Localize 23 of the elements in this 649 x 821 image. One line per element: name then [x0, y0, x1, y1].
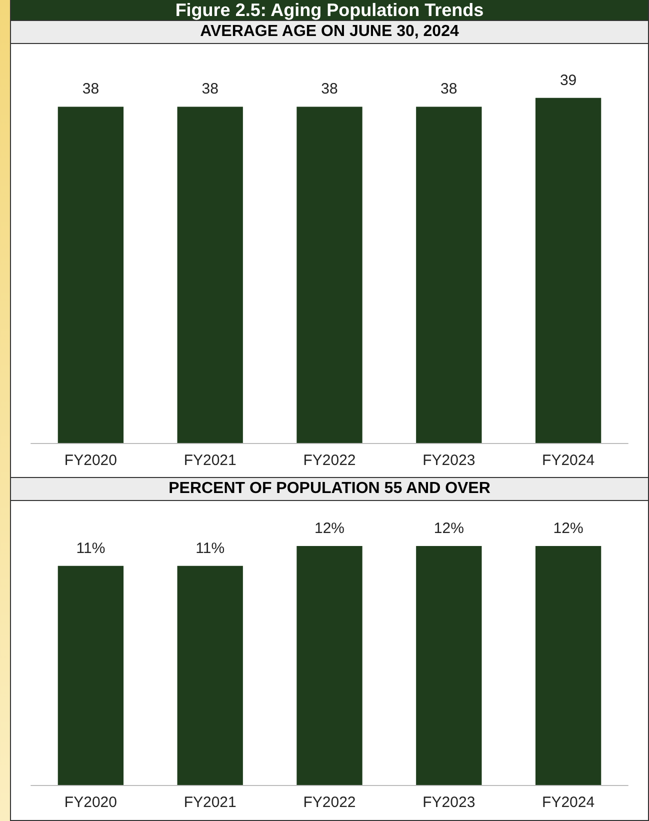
data-label: 38 — [202, 80, 218, 98]
data-label: 12% — [553, 520, 584, 537]
x-tick-label: FY2024 — [542, 452, 595, 469]
x-tick-label: FY2021 — [184, 452, 236, 469]
data-label: 12% — [314, 520, 345, 537]
chart-title: Figure 2.5: Aging Population Trends — [11, 0, 648, 20]
chart-subtitle: AVERAGE AGE ON JUNE 30, 2024 — [11, 20, 648, 44]
x-tick-label: FY2020 — [64, 452, 117, 469]
x-tick-label: FY2020 — [64, 794, 117, 811]
x-tick-label: FY2024 — [542, 794, 595, 811]
x-tick-label: FY2022 — [303, 452, 356, 469]
data-label: 11% — [76, 540, 106, 557]
data-label: 39 — [560, 72, 577, 89]
data-label: 38 — [440, 80, 458, 98]
x-tick-label: FY2023 — [422, 794, 476, 811]
data-label: 11% — [196, 540, 225, 557]
data-label: 38 — [321, 80, 338, 98]
data-label: 38 — [82, 80, 100, 98]
x-tick-label: FY2021 — [184, 794, 236, 811]
chart-subtitle: PERCENT OF POPULATION 55 AND OVER — [11, 477, 648, 501]
x-tick-label: FY2023 — [422, 452, 476, 469]
data-label: 12% — [434, 520, 464, 537]
x-tick-label: FY2022 — [303, 794, 356, 811]
